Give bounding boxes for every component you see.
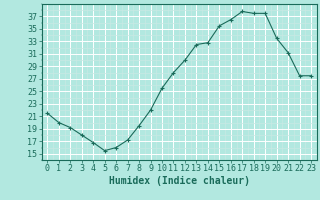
X-axis label: Humidex (Indice chaleur): Humidex (Indice chaleur) <box>109 176 250 186</box>
